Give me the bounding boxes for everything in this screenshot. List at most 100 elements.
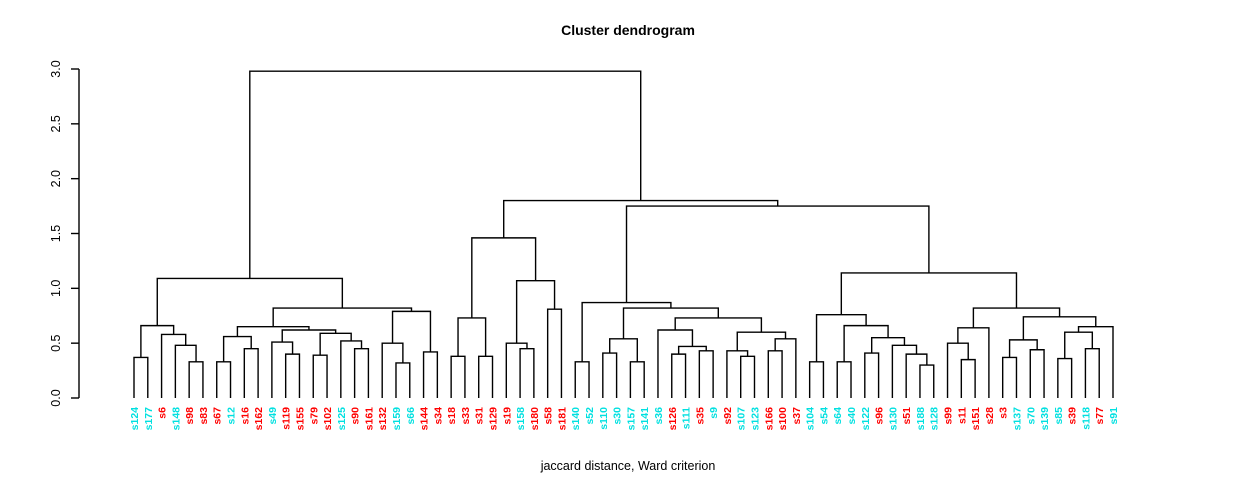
leaf-label: s166	[763, 407, 775, 431]
dendrogram-branch	[312, 354, 328, 398]
dendrogram-branch	[281, 329, 337, 343]
dendrogram-branch	[767, 350, 783, 398]
leaf-label: s137	[1011, 407, 1023, 431]
dendrogram-branch	[457, 317, 487, 357]
leaf-label: s35	[694, 407, 706, 425]
leaf-label: s77	[1094, 407, 1106, 425]
y-axis-tick-label: 1.0	[49, 280, 63, 297]
leaf-label: s118	[1080, 407, 1092, 430]
chart-title: Cluster dendrogram	[561, 22, 695, 38]
dendrogram-branch	[133, 356, 149, 398]
leaf-label: s181	[556, 407, 568, 431]
leaf-label: s79	[308, 407, 320, 425]
leaf-label: s30	[612, 407, 624, 425]
dendrogram-branch	[1077, 326, 1114, 398]
leaf-label: s64	[832, 407, 844, 425]
y-axis-tick-label: 1.5	[49, 225, 63, 242]
dendrogram-branch	[919, 364, 935, 398]
dendrogram-branch	[671, 353, 687, 398]
dendrogram-branch	[602, 352, 618, 398]
leaf-label: s67	[212, 407, 224, 425]
dendrogram-branch	[891, 344, 918, 398]
dendrogram-branch	[249, 70, 642, 279]
leaf-label: s129	[488, 407, 500, 431]
leaf-label: s85	[1053, 407, 1065, 425]
leaf-label: s155	[294, 407, 306, 431]
dendrogram-branch	[815, 313, 867, 362]
dendrogram-branch	[622, 307, 719, 339]
dendrogram-branch	[774, 338, 797, 398]
leaf-label: s51	[901, 407, 913, 425]
dendrogram-branch	[450, 355, 466, 398]
dendrogram-branch	[422, 351, 439, 398]
dendrogram-branch	[381, 342, 404, 398]
leaf-label: s90	[350, 407, 362, 425]
leaf-label: s159	[391, 407, 403, 431]
dendrogram-branch	[1057, 357, 1073, 398]
dendrogram-branch	[174, 344, 197, 398]
leaf-label: s144	[419, 407, 431, 431]
dendrogram-branch	[519, 347, 535, 398]
dendrogram-branch	[808, 361, 825, 398]
dendrogram-branch	[471, 237, 537, 318]
dendrogram-branch	[319, 332, 352, 356]
leaf-label: s132	[377, 407, 389, 431]
dendrogram-branch	[156, 277, 344, 326]
leaf-label: s177	[143, 407, 155, 431]
chart-subtitle: jaccard distance, Ward criterion	[540, 459, 716, 473]
leaf-label: s91	[1108, 407, 1120, 425]
leaf-label: s70	[1025, 407, 1037, 425]
dendrogram-branch	[353, 347, 370, 398]
leaf-label: s31	[474, 407, 486, 425]
leaf-label: s37	[791, 407, 803, 425]
leaf-label: s107	[736, 407, 748, 431]
leaf-label: s92	[722, 407, 734, 425]
dendrogram-branch	[1084, 347, 1100, 398]
dendrogram-branch	[677, 345, 707, 355]
leaf-label: s141	[639, 407, 651, 431]
leaf-label: s6	[157, 407, 169, 419]
dendrogram-tree	[133, 70, 1114, 398]
dendrogram-branch	[340, 340, 363, 398]
y-axis-tick-label: 3.0	[49, 60, 63, 77]
dendrogram-branch	[843, 324, 889, 362]
dendrogram-branch	[515, 279, 556, 344]
dendrogram-branch	[972, 307, 1061, 328]
dendrogram-branch	[1064, 331, 1094, 359]
leaf-label: s151	[970, 407, 982, 431]
dendrogram-branch	[905, 353, 928, 398]
dendrogram-branch	[625, 205, 930, 303]
leaf-label: s49	[267, 407, 279, 425]
leaf-label: s122	[860, 407, 872, 431]
leaf-label: s99	[943, 407, 955, 425]
dendrogram-branch	[272, 307, 413, 327]
leaf-label: s100	[777, 407, 789, 431]
dendrogram-branch	[1029, 349, 1045, 398]
dendrogram-branch	[698, 350, 714, 398]
leaf-label: s58	[543, 407, 555, 425]
leaf-label: s18	[446, 407, 458, 425]
dendrogram-branch	[284, 353, 301, 398]
y-axis: 0.0 0.5 1.0 1.5 2.0 2.5 3.0	[49, 60, 80, 407]
dendrogram-branch	[236, 326, 310, 337]
leaf-label: s36	[653, 407, 665, 425]
leaf-label: s157	[625, 407, 637, 431]
leaf-label: s9	[708, 407, 720, 419]
leaf-label: s96	[874, 407, 886, 425]
dendrogram-branch	[271, 341, 294, 398]
y-axis-tick-label: 2.5	[49, 115, 63, 132]
y-axis-tick-label: 2.0	[49, 170, 63, 187]
leaf-label: s148	[170, 407, 182, 431]
y-axis-tick-label: 0.5	[49, 334, 63, 351]
leaf-label: s19	[501, 407, 513, 425]
leaf-label: s139	[1039, 407, 1051, 431]
dendrogram-branch	[574, 361, 590, 398]
dendrogram-branch	[960, 358, 976, 398]
dendrogram-branch	[222, 335, 252, 362]
leaf-label: s11	[956, 407, 968, 424]
leaf-labels: s124 s177 s6 s148 s98 s83 s67 s12 s16 s162 s49 s119…	[129, 407, 1120, 431]
leaf-label: s110	[598, 407, 610, 430]
leaf-label: s126	[667, 407, 679, 431]
